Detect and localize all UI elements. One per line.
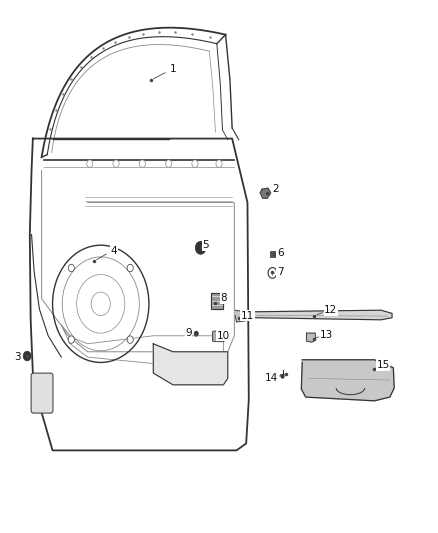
- Polygon shape: [211, 293, 223, 309]
- Text: 7: 7: [277, 267, 284, 277]
- Text: 11: 11: [241, 311, 254, 320]
- Text: 9: 9: [185, 328, 192, 338]
- Circle shape: [68, 336, 74, 343]
- Circle shape: [127, 264, 133, 272]
- Circle shape: [87, 160, 93, 167]
- Circle shape: [127, 336, 133, 343]
- Text: 3: 3: [14, 352, 21, 362]
- Circle shape: [68, 264, 74, 272]
- Text: 2: 2: [272, 184, 279, 194]
- Text: 10: 10: [217, 331, 230, 341]
- Text: 5: 5: [202, 240, 209, 250]
- Circle shape: [23, 351, 31, 361]
- Text: 15: 15: [377, 360, 390, 370]
- Circle shape: [194, 331, 198, 336]
- Text: 14: 14: [265, 374, 278, 383]
- Polygon shape: [235, 310, 245, 322]
- Polygon shape: [301, 360, 394, 401]
- Text: 6: 6: [277, 248, 284, 258]
- Text: 13: 13: [320, 330, 333, 340]
- FancyBboxPatch shape: [31, 373, 53, 413]
- Polygon shape: [153, 344, 228, 385]
- Text: 8: 8: [220, 294, 227, 303]
- Circle shape: [166, 160, 172, 167]
- Text: 12: 12: [324, 305, 337, 315]
- Circle shape: [281, 374, 284, 378]
- Circle shape: [216, 160, 222, 167]
- Polygon shape: [253, 310, 392, 320]
- Text: 4: 4: [110, 246, 117, 255]
- Circle shape: [113, 160, 119, 167]
- Circle shape: [139, 160, 145, 167]
- Text: 1: 1: [170, 64, 177, 74]
- FancyBboxPatch shape: [270, 251, 276, 257]
- Circle shape: [195, 241, 206, 254]
- FancyBboxPatch shape: [212, 331, 225, 342]
- Polygon shape: [260, 188, 271, 198]
- Polygon shape: [307, 333, 315, 342]
- Circle shape: [192, 160, 198, 167]
